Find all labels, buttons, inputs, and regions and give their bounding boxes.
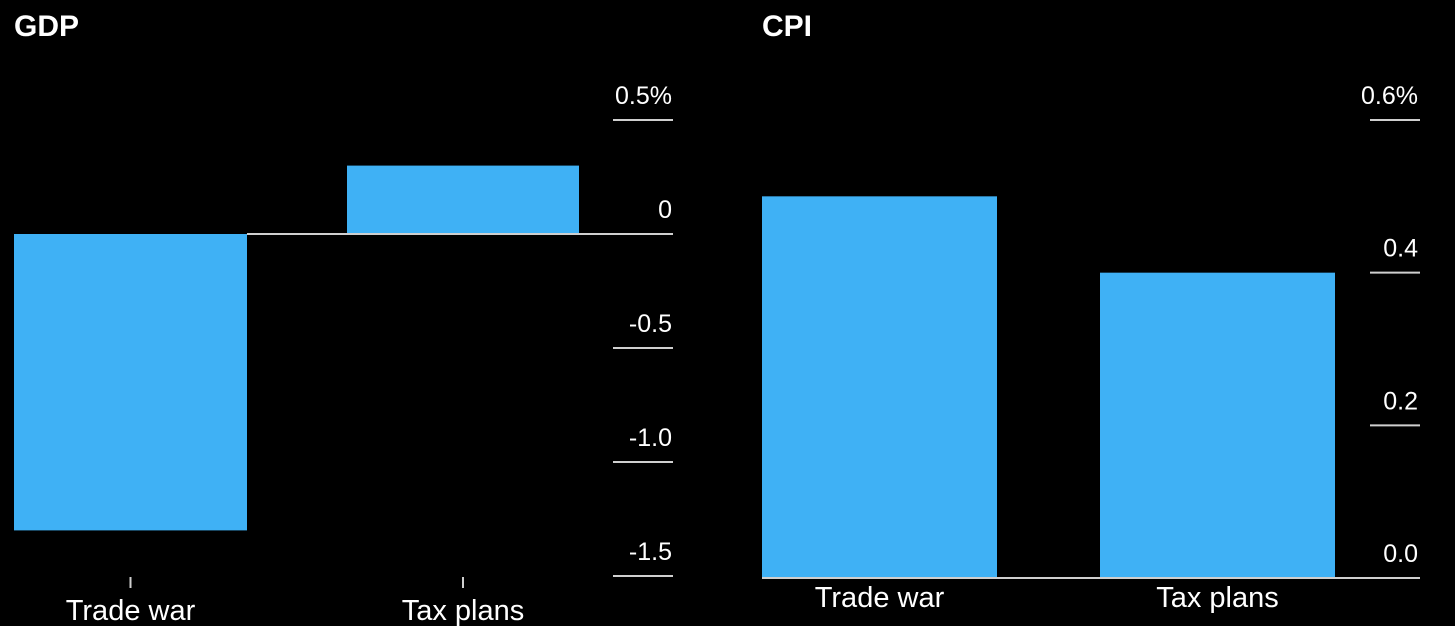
cpi-axis: 0.6% 0.4 0.2 0.0 [1361, 82, 1420, 578]
gdp-panel: GDP 0.5% 0 -0.5 -1.0 -1.5 Trade war Tax plans [14, 10, 673, 626]
gdp-tick-label: -1.5 [629, 538, 672, 566]
cpi-title: CPI [762, 10, 812, 43]
gdp-bars [14, 166, 579, 531]
gdp-bar-tax-plans [347, 166, 579, 234]
gdp-tick-label: 0 [658, 196, 672, 224]
cpi-bars [762, 196, 1335, 578]
cpi-category-label: Tax plans [1156, 582, 1279, 614]
cpi-tick-label: 0.2 [1383, 387, 1418, 415]
gdp-tick-label: -1.0 [629, 424, 672, 452]
gdp-tick-label: 0.5% [615, 82, 672, 110]
gdp-tick-label: -0.5 [629, 310, 672, 338]
gdp-categories: Trade war Tax plans [66, 577, 524, 626]
cpi-bar-trade-war [762, 196, 997, 578]
cpi-panel: CPI 0.6% 0.4 0.2 0.0 Trade war Tax plans [762, 10, 1420, 614]
cpi-tick-label: 0.6% [1361, 82, 1418, 110]
cpi-bar-tax-plans [1100, 273, 1335, 578]
gdp-axis: 0.5% 0 -0.5 -1.0 -1.5 [613, 82, 673, 576]
cpi-category-label: Trade war [815, 582, 945, 614]
cpi-categories: Trade war Tax plans [815, 582, 1279, 614]
gdp-bar-trade-war [14, 234, 247, 530]
cpi-tick-label: 0.4 [1383, 235, 1418, 263]
gdp-category-label: Tax plans [402, 595, 525, 626]
gdp-category-label: Trade war [66, 595, 196, 626]
gdp-title: GDP [14, 10, 79, 43]
cpi-tick-label: 0.0 [1383, 540, 1418, 568]
